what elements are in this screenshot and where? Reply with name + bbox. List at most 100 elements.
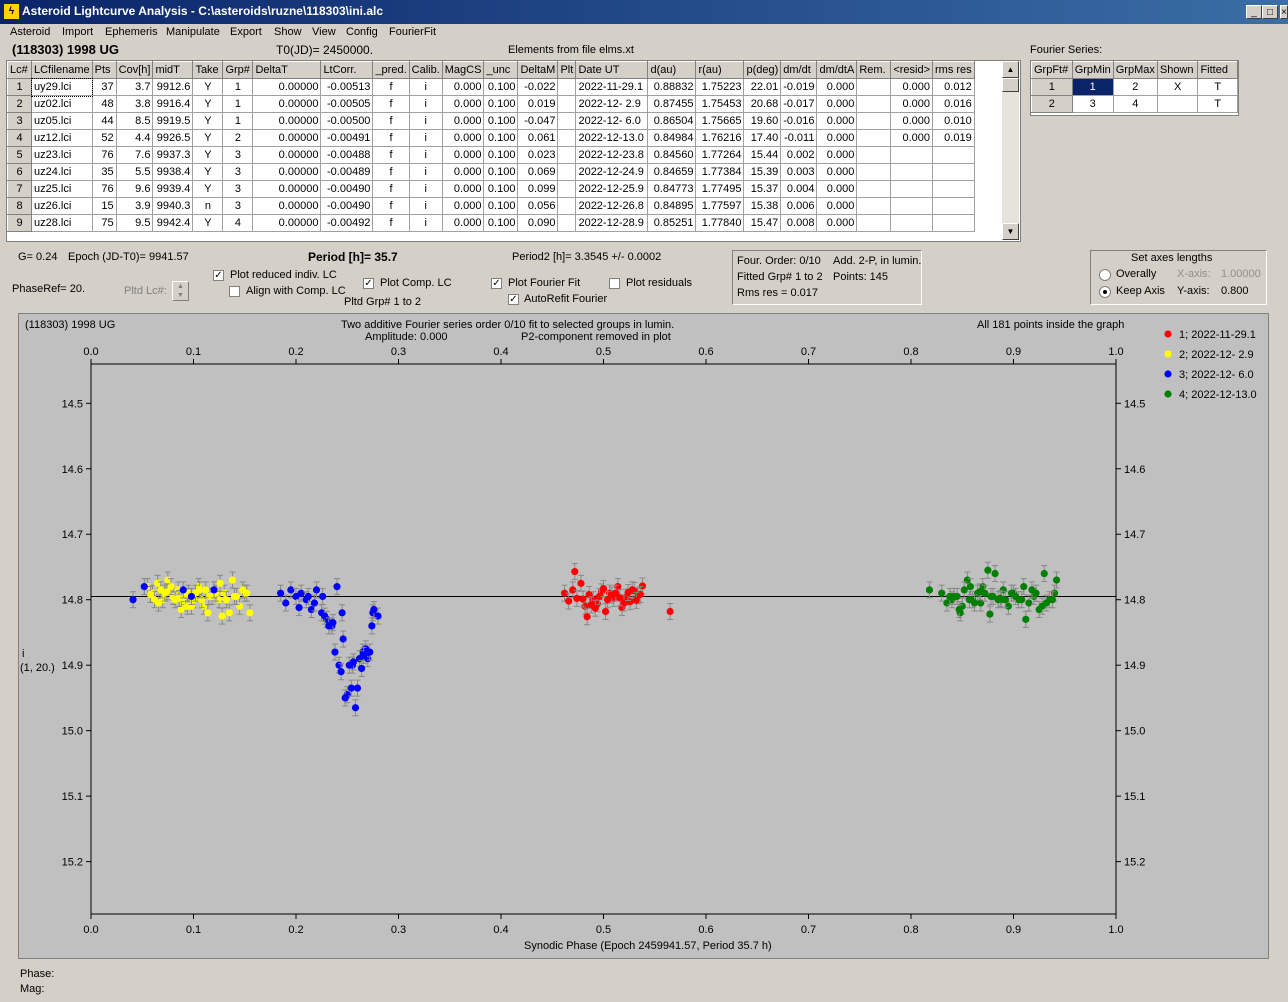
- table-row[interactable]: 1 uy29.lci 37 3.7 9912.6 Y 1 0.00000 -0.00513 f i 0…: [7, 77, 975, 97]
- table-cell[interactable]: 0.100: [483, 129, 519, 147]
- table-cell[interactable]: 2022-11-29.1: [575, 78, 649, 96]
- table-cell[interactable]: [557, 197, 577, 215]
- column-header[interactable]: Shown: [1156, 61, 1199, 79]
- table-cell[interactable]: 0.000: [890, 112, 934, 130]
- table-cell[interactable]: [1156, 95, 1199, 113]
- table-cell[interactable]: -0.00490: [320, 197, 374, 215]
- plot-comp-checkbox[interactable]: ✓: [363, 278, 374, 289]
- menu-manipulate[interactable]: Manipulate: [166, 26, 220, 38]
- table-row[interactable]: 3 uz05.lci 44 8.5 9919.5 Y 1 0.00000 -0.00500 f i 0…: [7, 112, 975, 130]
- table-cell[interactable]: f: [372, 180, 410, 198]
- table-cell[interactable]: 0.012: [932, 78, 975, 96]
- table-cell[interactable]: Y: [192, 78, 224, 96]
- column-header[interactable]: _unc: [483, 61, 519, 79]
- column-header[interactable]: DeltaT: [252, 61, 322, 79]
- table-cell[interactable]: 1.75453: [695, 95, 745, 113]
- column-header[interactable]: <resid>: [890, 61, 934, 79]
- table-cell[interactable]: 4.4: [115, 129, 154, 147]
- table-cell[interactable]: 1: [222, 112, 254, 130]
- column-header[interactable]: Rem.: [856, 61, 892, 79]
- table-cell[interactable]: [890, 180, 934, 198]
- table-cell[interactable]: 0.010: [932, 112, 975, 130]
- table-cell[interactable]: 0.000: [816, 163, 858, 181]
- table-cell[interactable]: 1.77384: [695, 163, 745, 181]
- table-cell[interactable]: 2022-12-23.8: [575, 146, 649, 164]
- table-cell[interactable]: 0.056: [517, 197, 559, 215]
- table-cell[interactable]: 0.000: [816, 146, 858, 164]
- table-cell[interactable]: [932, 163, 975, 181]
- table-cell[interactable]: 0.003: [780, 163, 818, 181]
- table-cell[interactable]: 9919.5: [152, 112, 194, 130]
- table-cell[interactable]: -0.00513: [320, 78, 374, 96]
- table-cell[interactable]: 9: [7, 214, 32, 232]
- table-cell[interactable]: -0.00488: [320, 146, 374, 164]
- table-cell[interactable]: [856, 214, 892, 232]
- table-cell[interactable]: 1.75665: [695, 112, 745, 130]
- table-cell[interactable]: 0.00000: [252, 95, 322, 113]
- table-cell[interactable]: [856, 146, 892, 164]
- table-cell[interactable]: Y: [192, 95, 224, 113]
- table-cell[interactable]: i: [408, 180, 443, 198]
- table-cell[interactable]: 0.84773: [647, 180, 697, 198]
- table-cell[interactable]: 1: [222, 78, 254, 96]
- overally-radio[interactable]: [1099, 269, 1111, 281]
- table-cell[interactable]: 2: [1031, 95, 1073, 113]
- table-cell[interactable]: 48: [91, 95, 117, 113]
- table-cell[interactable]: 15.38: [743, 197, 782, 215]
- table-cell[interactable]: 0.00000: [252, 163, 322, 181]
- table-cell[interactable]: 0.000: [441, 197, 485, 215]
- menu-fourierfit[interactable]: FourierFit: [389, 26, 437, 38]
- table-scrollbar[interactable]: ▲ ▼: [1002, 61, 1019, 240]
- menu-config[interactable]: Config: [346, 26, 378, 38]
- column-header[interactable]: Calib.: [408, 61, 443, 79]
- table-cell[interactable]: uz23.lci: [31, 146, 93, 164]
- table-cell[interactable]: T: [1197, 78, 1238, 96]
- menu-view[interactable]: View: [312, 26, 336, 38]
- table-cell[interactable]: [557, 95, 577, 113]
- table-cell[interactable]: 9938.4: [152, 163, 194, 181]
- table-cell[interactable]: 0.000: [890, 129, 934, 147]
- autorefit-checkbox[interactable]: ✓: [508, 294, 519, 305]
- table-cell[interactable]: 19.60: [743, 112, 782, 130]
- title-bar[interactable]: ϟ Asteroid Lightcurve Analysis - C:\aste…: [0, 0, 1288, 24]
- table-cell[interactable]: 76: [91, 146, 117, 164]
- table-cell[interactable]: [856, 197, 892, 215]
- table-cell[interactable]: 0.000: [816, 197, 858, 215]
- table-cell[interactable]: [557, 180, 577, 198]
- table-cell[interactable]: [557, 146, 577, 164]
- table-cell[interactable]: 9.5: [115, 214, 154, 232]
- table-cell[interactable]: 2022-12- 2.9: [575, 95, 649, 113]
- table-cell[interactable]: 15.37: [743, 180, 782, 198]
- table-cell[interactable]: Y: [192, 146, 224, 164]
- column-header[interactable]: Date UT: [575, 61, 649, 79]
- table-cell[interactable]: [932, 180, 975, 198]
- table-cell[interactable]: 0.84560: [647, 146, 697, 164]
- column-header[interactable]: d(au): [647, 61, 697, 79]
- table-cell[interactable]: -0.00500: [320, 112, 374, 130]
- table-cell[interactable]: 9916.4: [152, 95, 194, 113]
- align-comp-checkbox[interactable]: [229, 286, 240, 297]
- table-cell[interactable]: 1.77264: [695, 146, 745, 164]
- plot-residuals-checkbox[interactable]: [609, 278, 620, 289]
- menu-show[interactable]: Show: [274, 26, 302, 38]
- table-cell[interactable]: 0.85251: [647, 214, 697, 232]
- table-cell[interactable]: 2022-12-28.9: [575, 214, 649, 232]
- table-cell[interactable]: 0.88832: [647, 78, 697, 96]
- table-cell[interactable]: i: [408, 129, 443, 147]
- table-cell[interactable]: 75: [91, 214, 117, 232]
- column-header[interactable]: p(deg): [743, 61, 782, 79]
- menu-export[interactable]: Export: [230, 26, 262, 38]
- table-cell[interactable]: f: [372, 146, 410, 164]
- table-cell[interactable]: 1.77840: [695, 214, 745, 232]
- table-cell[interactable]: 9939.4: [152, 180, 194, 198]
- table-cell[interactable]: 9912.6: [152, 78, 194, 96]
- table-cell[interactable]: 0.061: [517, 129, 559, 147]
- table-cell[interactable]: [557, 78, 577, 96]
- table-cell[interactable]: -0.017: [780, 95, 818, 113]
- table-cell[interactable]: -0.016: [780, 112, 818, 130]
- table-cell[interactable]: 0.00000: [252, 112, 322, 130]
- table-cell[interactable]: i: [408, 163, 443, 181]
- table-cell[interactable]: i: [408, 197, 443, 215]
- table-cell[interactable]: 4: [7, 129, 32, 147]
